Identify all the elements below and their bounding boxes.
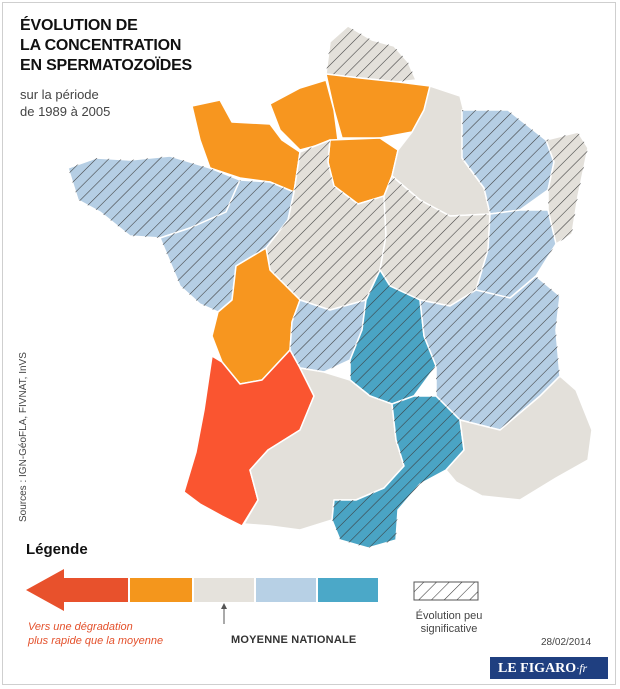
region-paca xyxy=(445,375,593,501)
map-subtitle: sur la période de 1989 à 2005 xyxy=(20,86,110,120)
legend-not-significant-line-1: Évolution peu xyxy=(415,610,483,622)
legend-swatch-grey xyxy=(194,578,254,602)
region-nord-hatch xyxy=(326,26,416,82)
region-bretagne-hatch xyxy=(68,156,240,238)
legend-not-significant: Évolution peu significative xyxy=(404,610,494,636)
region-pays-de-la-loire-hatch xyxy=(160,180,294,312)
region-haute-normandie xyxy=(269,79,339,151)
title-line-3: EN SPERMATOZOÏDES xyxy=(20,57,193,74)
region-bourgogne-hatch xyxy=(380,176,490,306)
subtitle-line-1: sur la période xyxy=(20,87,99,102)
legend-swatch-hatch-fill xyxy=(414,582,478,600)
region-languedoc-hatch xyxy=(332,396,464,548)
region-alsace-hatch xyxy=(546,132,588,244)
map-title: ÉVOLUTION DE LA CONCENTRATION EN SPERMAT… xyxy=(20,16,280,76)
legend-average-label: MOYENNE NATIONALE xyxy=(231,634,357,646)
legend-swatch-lightblue xyxy=(256,578,316,602)
title-line-2: LA CONCENTRATION xyxy=(20,37,182,54)
region-limousin-hatch xyxy=(290,300,366,372)
region-lorraine-hatch xyxy=(462,110,554,214)
legend-swatch-orange xyxy=(130,578,192,602)
legend-degradation-line-1: Vers une dégradation xyxy=(28,621,133,633)
le-figaro-logo: LE FIGARO·fr xyxy=(490,657,608,679)
legend-swatch-blue xyxy=(318,578,378,602)
title-line-1: ÉVOLUTION DE xyxy=(20,17,138,34)
legend-degradation-note: Vers une dégradation plus rapide que la … xyxy=(28,620,163,648)
region-rhone-alpes-hatch xyxy=(420,276,560,430)
legend-not-significant-line-2: significative xyxy=(420,623,478,635)
region-auvergne-hatch xyxy=(350,270,436,404)
logo-main: LE FIGARO xyxy=(498,661,577,676)
legend-average-arrowhead xyxy=(221,603,227,609)
legend-arrow-red xyxy=(26,569,128,611)
logo-suffix: ·fr xyxy=(576,661,588,675)
publication-date: 28/02/2014 xyxy=(541,637,592,648)
region-centre-hatch xyxy=(266,140,386,310)
legend-degradation-line-2: plus rapide que la moyenne xyxy=(28,635,164,647)
legend-scale xyxy=(26,569,479,624)
subtitle-line-2: de 1989 à 2005 xyxy=(20,104,111,119)
legend-title: Légende xyxy=(26,541,88,558)
